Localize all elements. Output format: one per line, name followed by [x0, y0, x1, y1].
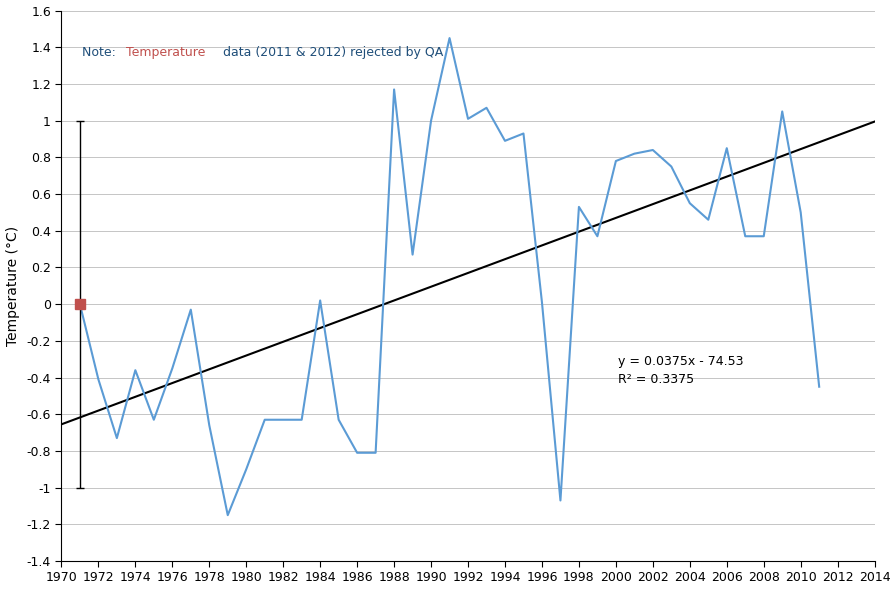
Y-axis label: Temperature (°C): Temperature (°C) — [5, 226, 20, 346]
Text: Note:: Note: — [82, 47, 120, 60]
Text: Temperature: Temperature — [126, 47, 205, 60]
Text: y = 0.0375x - 74.53
R² = 0.3375: y = 0.0375x - 74.53 R² = 0.3375 — [618, 355, 744, 386]
Text: data (2011 & 2012) rejected by QA: data (2011 & 2012) rejected by QA — [219, 47, 444, 60]
